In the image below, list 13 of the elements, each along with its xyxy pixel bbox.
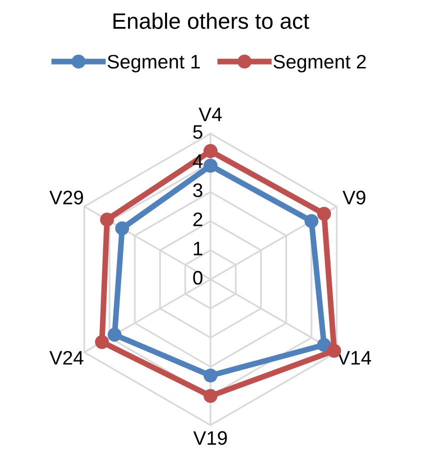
y-tick-label: 5 [193, 125, 202, 139]
spoke-label: V19 [193, 431, 227, 445]
spoke-label: V24 [49, 350, 84, 365]
spoke-label: V4 [198, 108, 222, 122]
spoke-label: V9 [342, 190, 366, 204]
y-tick-label: 1 [194, 242, 202, 256]
legend-label: Segment 2 [274, 54, 366, 72]
y-tick-label: 2 [193, 212, 202, 226]
y-tick-label: 0 [193, 270, 202, 285]
chart-title: Enable others to act [114, 12, 310, 29]
spoke-label: V29 [49, 190, 83, 204]
y-tick-label: 3 [193, 183, 202, 198]
legend-label: Segment 1 [108, 54, 200, 72]
